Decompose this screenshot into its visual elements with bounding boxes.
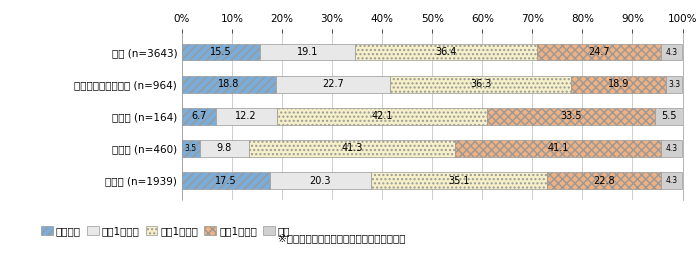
Text: 35.1: 35.1 bbox=[448, 176, 470, 186]
Text: 18.9: 18.9 bbox=[608, 79, 629, 89]
Bar bbox=[276, 108, 487, 125]
Bar bbox=[182, 140, 199, 157]
Bar bbox=[199, 140, 248, 157]
Bar bbox=[661, 140, 682, 157]
Text: 22.8: 22.8 bbox=[593, 176, 615, 186]
Text: 15.5: 15.5 bbox=[210, 47, 232, 57]
Bar bbox=[182, 76, 276, 93]
Text: 41.1: 41.1 bbox=[547, 144, 569, 154]
Bar bbox=[487, 108, 655, 125]
Bar bbox=[655, 108, 682, 125]
Text: 3.5: 3.5 bbox=[185, 144, 197, 153]
Bar bbox=[216, 108, 276, 125]
Text: 6.7: 6.7 bbox=[191, 111, 206, 122]
Text: 36.3: 36.3 bbox=[470, 79, 491, 89]
Bar bbox=[260, 44, 355, 60]
Bar bbox=[270, 172, 371, 189]
Bar bbox=[371, 172, 547, 189]
Text: 3.3: 3.3 bbox=[668, 80, 680, 89]
Text: 9.8: 9.8 bbox=[216, 144, 232, 154]
Text: 22.7: 22.7 bbox=[322, 79, 344, 89]
Bar bbox=[661, 44, 682, 60]
Bar bbox=[248, 140, 455, 157]
Bar bbox=[355, 44, 538, 60]
Bar bbox=[571, 76, 666, 93]
Text: 33.5: 33.5 bbox=[561, 111, 582, 122]
Text: 41.3: 41.3 bbox=[341, 144, 363, 154]
Bar bbox=[182, 108, 216, 125]
Text: 42.1: 42.1 bbox=[371, 111, 393, 122]
Bar bbox=[538, 44, 661, 60]
Bar bbox=[276, 76, 390, 93]
Text: 5.5: 5.5 bbox=[661, 111, 676, 122]
Text: 24.7: 24.7 bbox=[589, 47, 610, 57]
Text: 4.3: 4.3 bbox=[666, 144, 678, 153]
Bar bbox=[666, 76, 682, 93]
Bar bbox=[182, 172, 270, 189]
Text: 17.5: 17.5 bbox=[215, 176, 237, 186]
Text: 36.4: 36.4 bbox=[435, 47, 457, 57]
Legend: ほぼ毎日, 週に1～数回, 月に1～数回, 年に1～数回, 不詳: ほぼ毎日, 週に1～数回, 月に1～数回, 年に1～数回, 不詳 bbox=[37, 222, 295, 240]
Text: 12.2: 12.2 bbox=[235, 111, 257, 122]
Bar bbox=[182, 44, 260, 60]
Text: 4.3: 4.3 bbox=[666, 176, 678, 185]
Bar bbox=[547, 172, 661, 189]
Text: 18.8: 18.8 bbox=[218, 79, 239, 89]
Text: 19.1: 19.1 bbox=[297, 47, 318, 57]
Text: ※　総数は、「誰も管理していない」を除く: ※ 総数は、「誰も管理していない」を除く bbox=[279, 233, 406, 243]
Bar bbox=[455, 140, 661, 157]
Bar bbox=[661, 172, 682, 189]
Text: 20.3: 20.3 bbox=[309, 176, 331, 186]
Bar bbox=[390, 76, 571, 93]
Text: 4.3: 4.3 bbox=[666, 48, 678, 57]
